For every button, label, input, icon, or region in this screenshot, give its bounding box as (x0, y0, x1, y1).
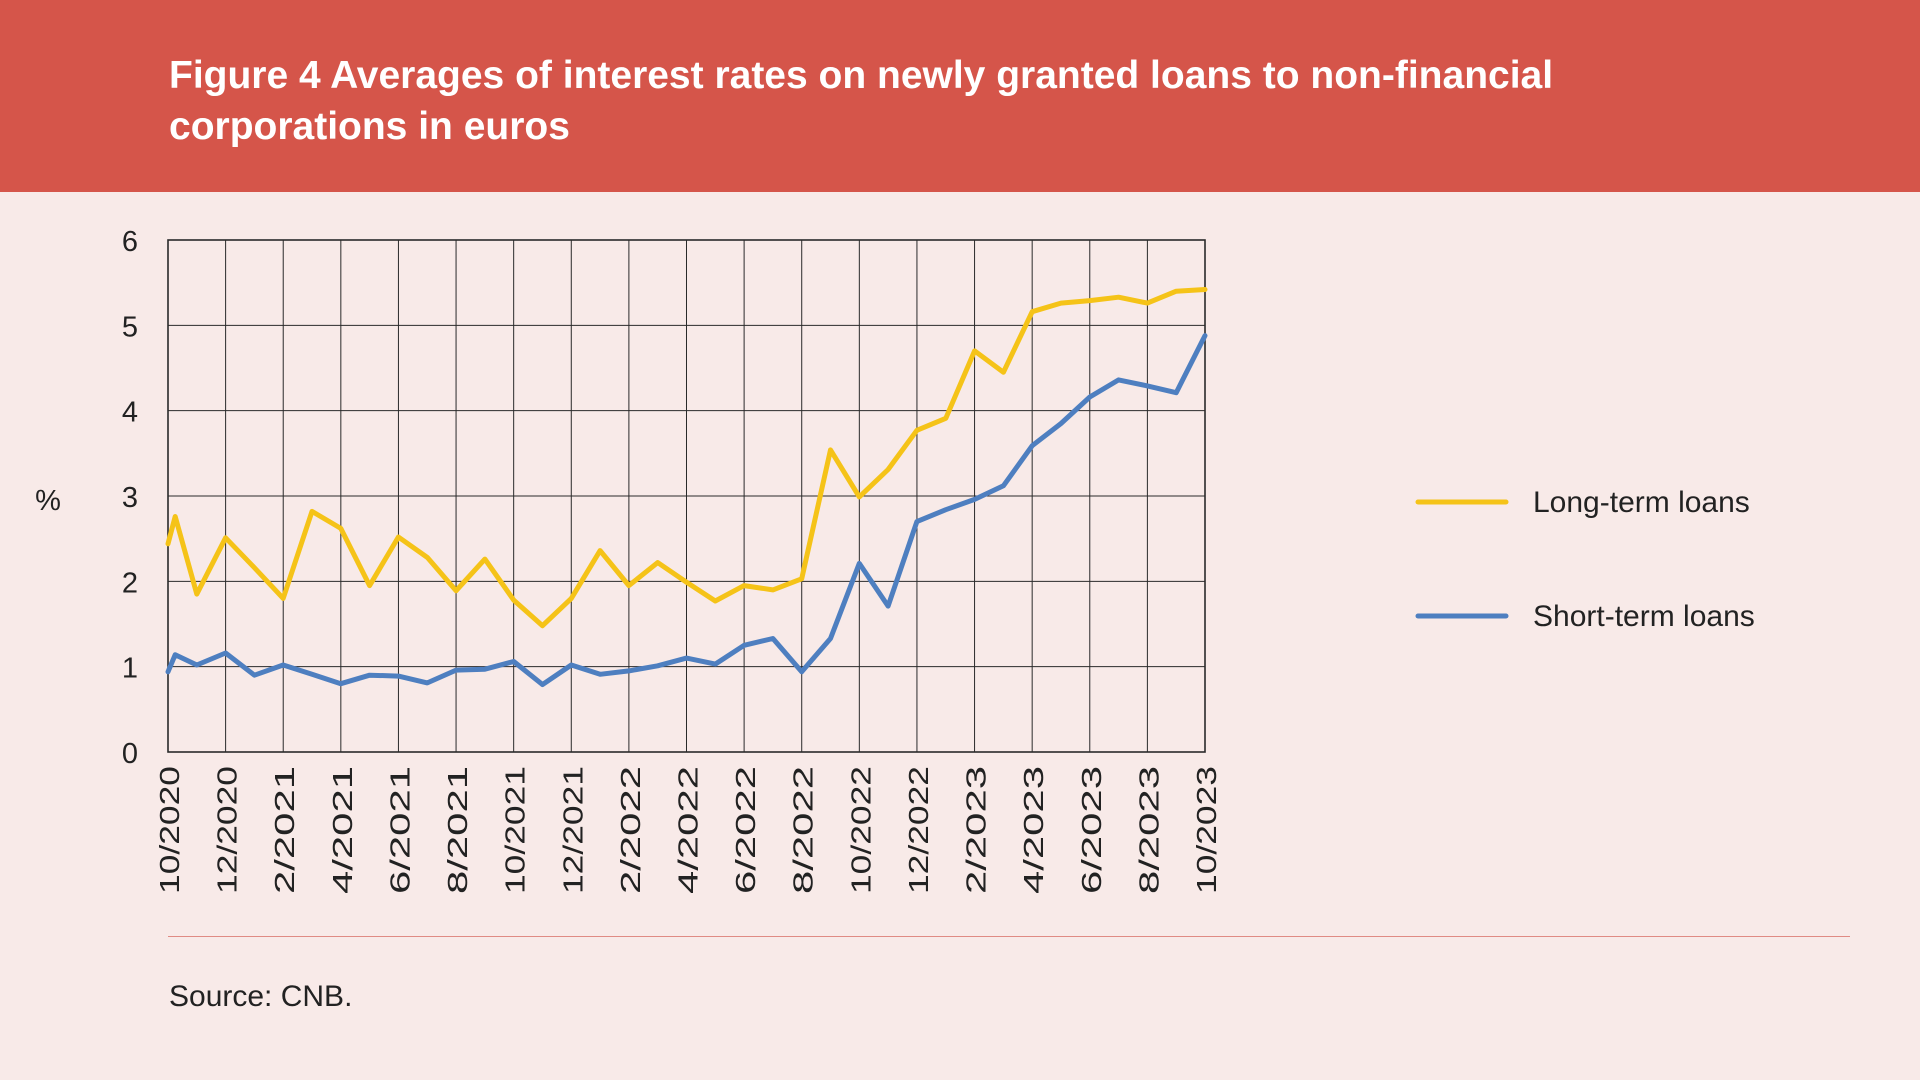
y-tick-label: 1 (122, 653, 138, 685)
y-axis-label: % (35, 485, 61, 517)
x-tick-label: 6/2022 (730, 766, 761, 894)
x-tick-label: 4/2023 (1018, 766, 1049, 894)
x-tick-label: 2/2023 (961, 766, 992, 894)
footer-divider (168, 936, 1850, 937)
x-tick-label: 12/2022 (903, 766, 934, 894)
series-line-long-term (165, 287, 1208, 629)
x-tick-label: 10/2022 (845, 766, 876, 894)
x-tick-label: 10/2020 (154, 766, 185, 894)
plot-frame (167, 239, 1206, 753)
chart-axes: 0 1 2 3 4 5 6% 10/2020 12/2020 2/2021 4/2021 6/2021… (35, 226, 1222, 894)
y-tick-label: 4 (122, 397, 138, 429)
x-tick-label: 12/2021 (557, 766, 588, 894)
line-chart: 0 1 2 3 4 5 6% 10/2020 12/2020 2/2021 4/2021 6/2021… (0, 192, 1920, 932)
series-line-short-term (165, 333, 1208, 688)
x-tick-label: 10/2021 (500, 766, 531, 894)
y-tick-label: 0 (122, 738, 138, 770)
chart-canvas: 0 1 2 3 4 5 6% 10/2020 12/2020 2/2021 4/2021 6/2021… (35, 226, 1755, 894)
x-tick-label: 10/2023 (1191, 766, 1222, 894)
x-tick-label: 6/2021 (384, 766, 415, 894)
x-tick-label: 8/2022 (788, 766, 819, 894)
y-tick-label: 6 (122, 226, 138, 258)
x-tick-label: 2/2021 (269, 766, 300, 894)
x-tick-label: 6/2023 (1076, 766, 1107, 894)
figure-title: Figure 4 Averages of interest rates on n… (169, 54, 1554, 148)
chart-legend: Long-term loans Short-term loans (1415, 486, 1755, 633)
x-tick-label: 12/2020 (212, 766, 243, 894)
legend-label: Short-term loans (1533, 600, 1755, 633)
x-tick-label: 2/2022 (615, 766, 646, 894)
x-tick-label: 4/2022 (673, 766, 704, 894)
legend-label: Long-term loans (1533, 486, 1750, 519)
chart-grid (168, 240, 1205, 752)
x-tick-label: 8/2021 (442, 766, 473, 894)
title-banner: Figure 4 Averages of interest rates on n… (0, 0, 1920, 192)
y-tick-label: 5 (122, 311, 138, 343)
x-tick-label: 4/2021 (327, 766, 358, 894)
source-note: Source: CNB. (169, 980, 353, 1013)
y-tick-label: 2 (122, 567, 138, 599)
chart-series (165, 287, 1208, 688)
x-tick-label: 8/2023 (1133, 766, 1164, 894)
y-tick-label: 3 (122, 482, 138, 514)
